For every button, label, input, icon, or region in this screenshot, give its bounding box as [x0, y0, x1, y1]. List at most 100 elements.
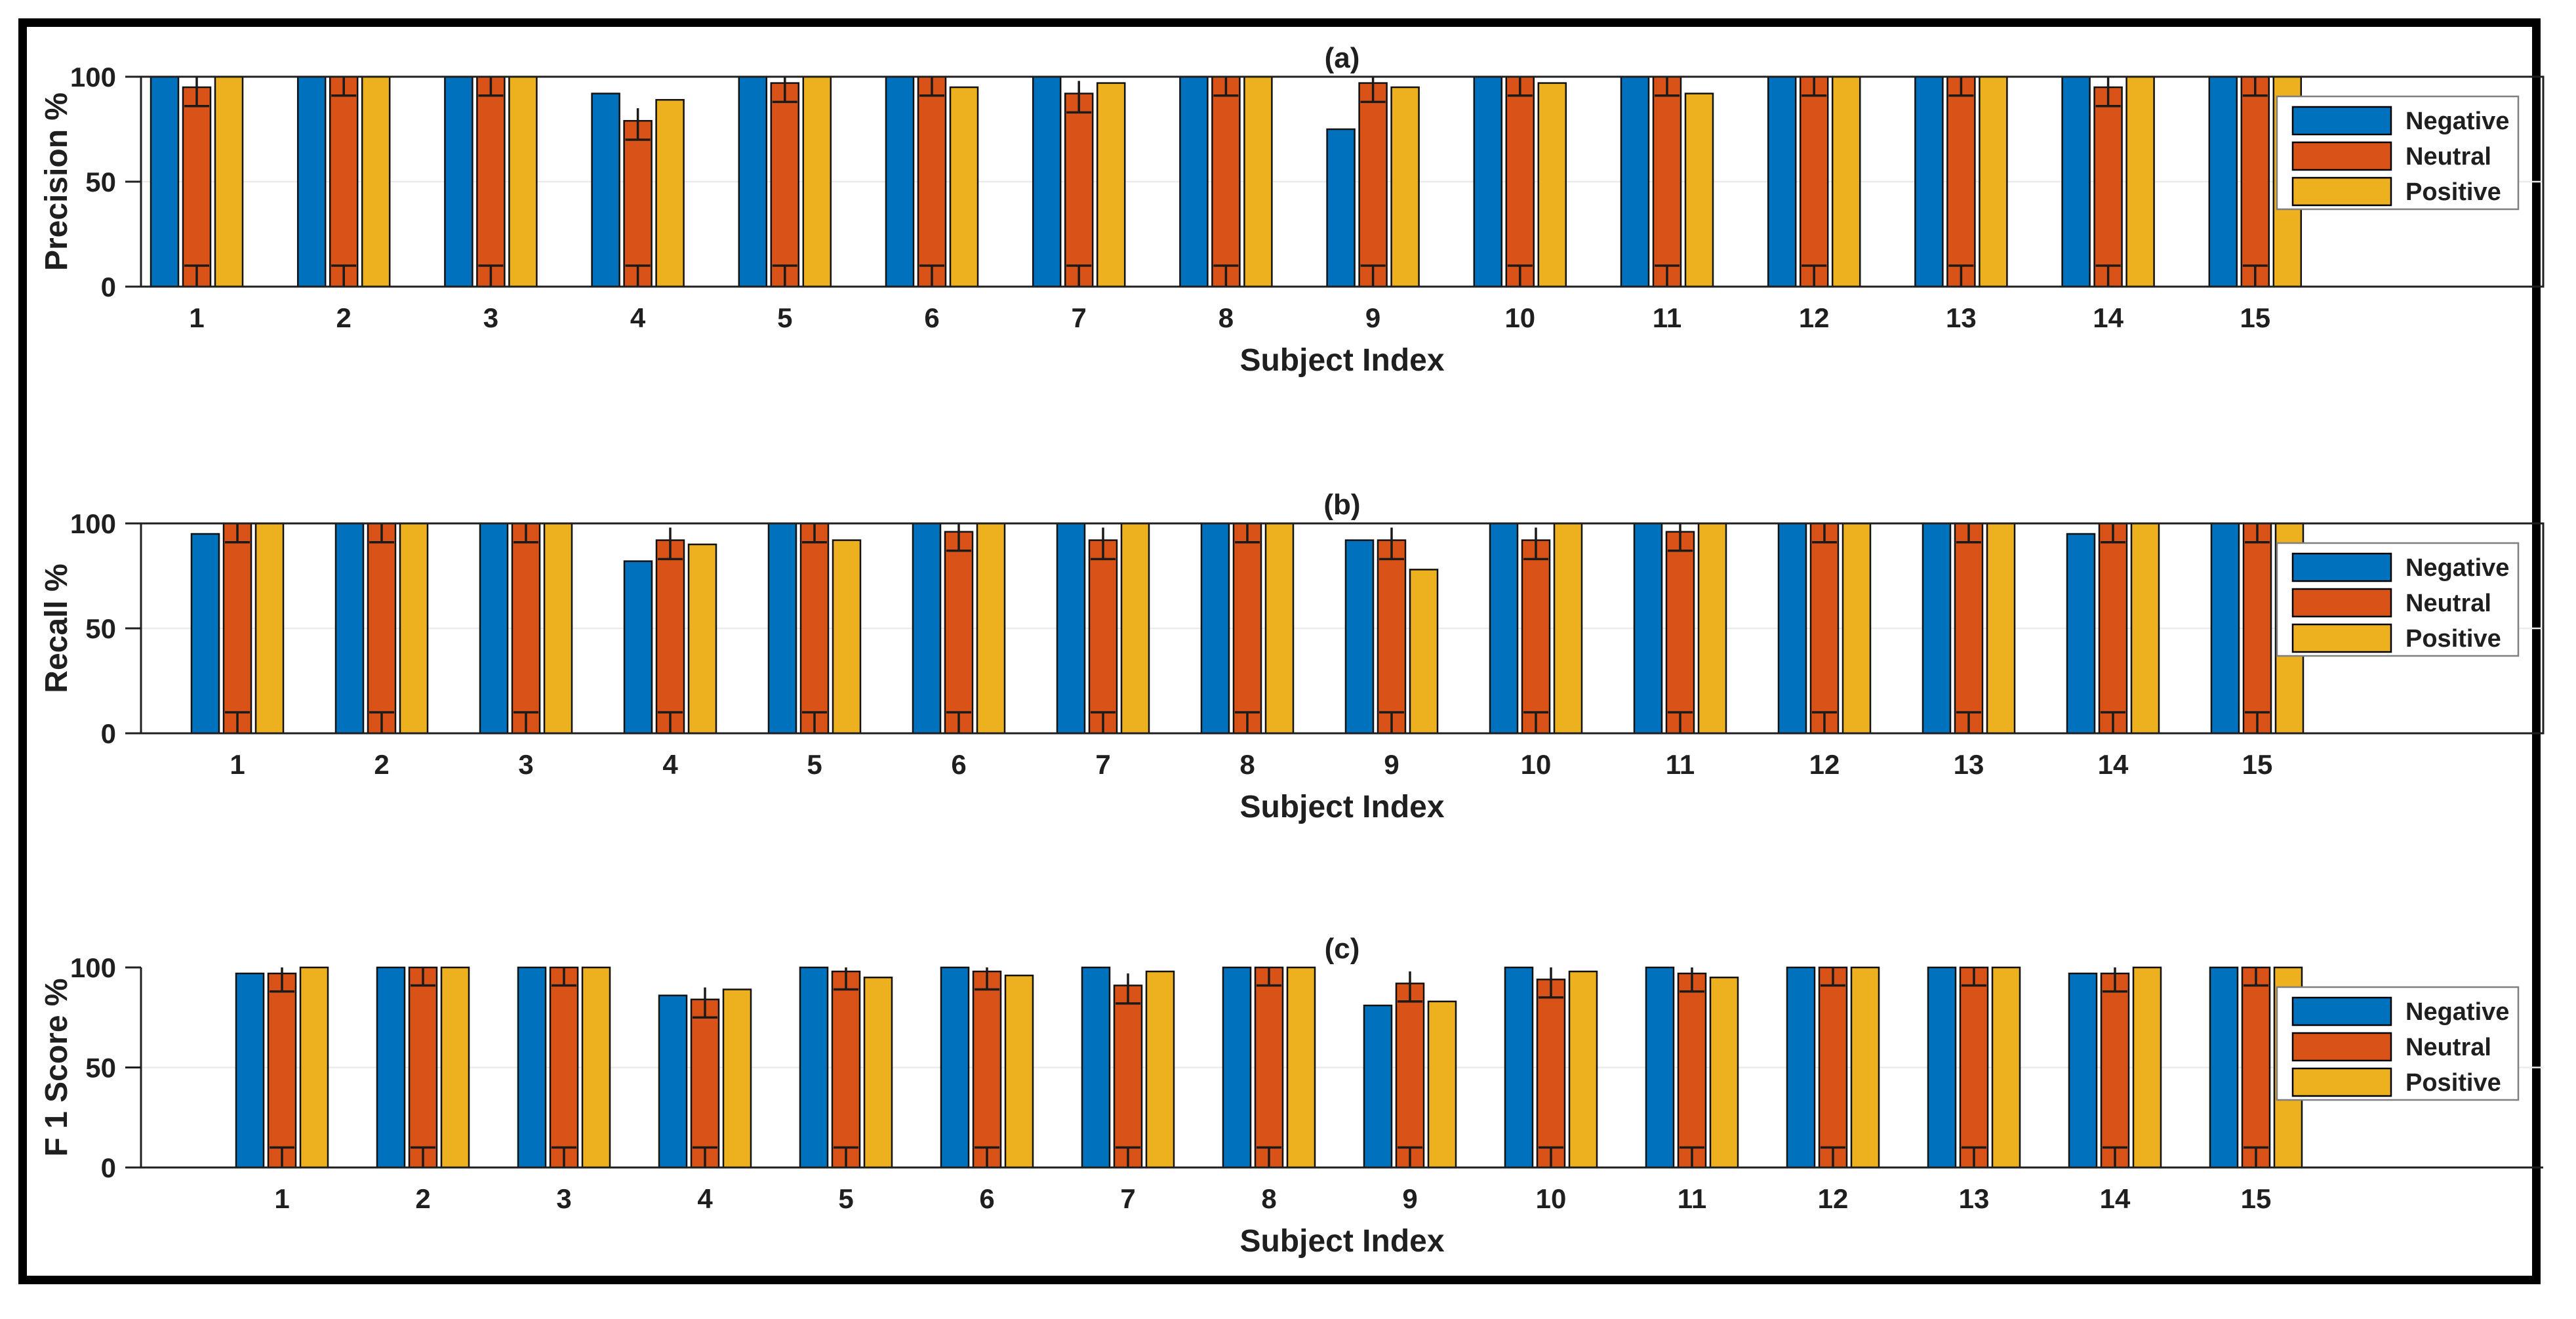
error-bar-s5-neutral: [772, 77, 797, 287]
error-bar-s8-neutral: [1257, 967, 1281, 1167]
x-axis-label: Subject Index: [1239, 343, 1444, 378]
error-bar-s2-neutral: [331, 77, 357, 287]
bar-s8-negative: [1200, 522, 1230, 735]
error-bar-s14-neutral: [2095, 77, 2121, 287]
bar-s2-positive: [399, 522, 429, 735]
legend-label-negative: Negative: [2405, 554, 2509, 582]
bar-s3-negative: [444, 75, 473, 288]
error-bar-s8-neutral: [1235, 523, 1260, 733]
bar-s12-negative: [1767, 75, 1797, 288]
bar-s1-negative: [190, 533, 220, 735]
series-positive: [214, 75, 2303, 288]
x-tick-label-8: 8: [1261, 1183, 1276, 1214]
error-bar-s2-neutral: [369, 523, 394, 733]
legend-label-positive: Positive: [2405, 625, 2501, 653]
x-tick-label-15: 15: [2241, 1183, 2272, 1214]
error-bar-s5-neutral: [834, 967, 858, 1167]
x-tick-label-10: 10: [1536, 1183, 1567, 1214]
bar-s7-positive: [1145, 970, 1175, 1169]
bar-s4-neutral: [690, 998, 720, 1169]
bar-s3-positive: [581, 966, 611, 1169]
x-tick-label-10: 10: [1504, 302, 1535, 333]
x-tick-label-3: 3: [518, 749, 533, 780]
bar-s1-positive: [214, 75, 244, 288]
panel-title: (c): [1325, 933, 1360, 965]
bar-s5-positive: [802, 75, 832, 288]
y-tick-label-100: 100: [70, 952, 116, 983]
bar-s8-positive: [1286, 966, 1316, 1169]
error-bar-s1-neutral: [184, 77, 209, 287]
error-bar-s4-neutral: [658, 527, 683, 733]
bar-s15-neutral: [2242, 522, 2272, 735]
x-tick-label-12: 12: [1799, 302, 1830, 333]
bar-s6-negative: [912, 522, 942, 735]
legend-label-neutral: Neutral: [2405, 590, 2491, 617]
error-bar-s12-neutral: [1801, 77, 1827, 287]
bar-s11-neutral: [1677, 972, 1707, 1169]
series-positive: [254, 522, 2304, 735]
bar-s9-neutral: [1377, 539, 1407, 735]
bar-s4-positive: [722, 988, 752, 1169]
error-bar-s9-neutral: [1398, 971, 1422, 1167]
x-tick-label-4: 4: [662, 749, 678, 780]
x-tick-label-8: 8: [1218, 302, 1234, 333]
bar-s6-positive: [1004, 974, 1034, 1169]
bar-s9-negative: [1326, 128, 1356, 288]
y-tick-label-50: 50: [85, 613, 116, 644]
bar-s10-positive: [1568, 970, 1598, 1169]
bar-s7-neutral: [1064, 92, 1094, 288]
legend-swatch-positive: [2291, 176, 2392, 207]
bar-s3-positive: [508, 75, 538, 288]
series-positive: [299, 966, 2303, 1169]
bar-s10-negative: [1473, 75, 1503, 288]
bar-s13-positive: [1979, 75, 2008, 288]
bar-s6-negative: [885, 75, 915, 288]
legend-label-positive: Positive: [2405, 1069, 2501, 1097]
panel-title: (b): [1323, 489, 1360, 521]
x-tick-label-13: 13: [1946, 302, 1977, 333]
legend-swatch-neutral: [2291, 141, 2392, 171]
series-negative: [150, 75, 2238, 288]
legend-swatch-negative: [2291, 552, 2392, 582]
error-bar-s10-neutral: [1507, 77, 1533, 287]
bar-s8-neutral: [1254, 966, 1284, 1169]
bar-s9-negative: [1344, 539, 1375, 735]
x-tick-label-14: 14: [2098, 749, 2129, 780]
bar-s14-negative: [2061, 75, 2091, 288]
bar-s12-positive: [1841, 522, 1872, 735]
error-bar-s6-neutral: [919, 77, 944, 287]
bar-s9-positive: [1390, 86, 1420, 288]
bar-s13-neutral: [1959, 966, 1989, 1169]
bar-s3-positive: [543, 522, 573, 735]
bar-s7-negative: [1081, 966, 1111, 1169]
bar-s7-negative: [1032, 75, 1062, 288]
bar-s12-negative: [1777, 522, 1807, 735]
legend: Negative Neutral Positive: [2276, 986, 2520, 1101]
error-bar-s10-neutral: [1523, 527, 1548, 733]
x-tick-label-9: 9: [1402, 1183, 1417, 1214]
bar-s13-negative: [1927, 966, 1957, 1169]
error-bar-s6-neutral: [975, 967, 999, 1167]
x-tick-label-3: 3: [483, 302, 498, 333]
bar-s9-neutral: [1395, 983, 1425, 1169]
bar-s2-neutral: [367, 522, 397, 735]
bar-s3-neutral: [549, 966, 579, 1169]
x-tick-label-15: 15: [2242, 749, 2273, 780]
bar-s15-neutral: [2240, 75, 2270, 288]
bar-s8-negative: [1222, 966, 1252, 1169]
bar-s6-neutral: [917, 75, 947, 288]
bar-s14-negative: [2066, 533, 2096, 735]
error-bar-s11-neutral: [1655, 77, 1680, 287]
legend-label-neutral: Neutral: [2405, 1034, 2491, 1061]
bar-s4-negative: [658, 994, 688, 1169]
bar-s4-negative: [591, 92, 620, 288]
bar-s12-neutral: [1809, 522, 1840, 735]
bar-s13-neutral: [1946, 75, 1976, 288]
x-tick-label-6: 6: [979, 1183, 994, 1214]
bar-s11-negative: [1620, 75, 1650, 288]
bar-s10-negative: [1489, 522, 1519, 735]
bar-s10-positive: [1537, 82, 1567, 288]
x-tick-label-6: 6: [924, 302, 939, 333]
